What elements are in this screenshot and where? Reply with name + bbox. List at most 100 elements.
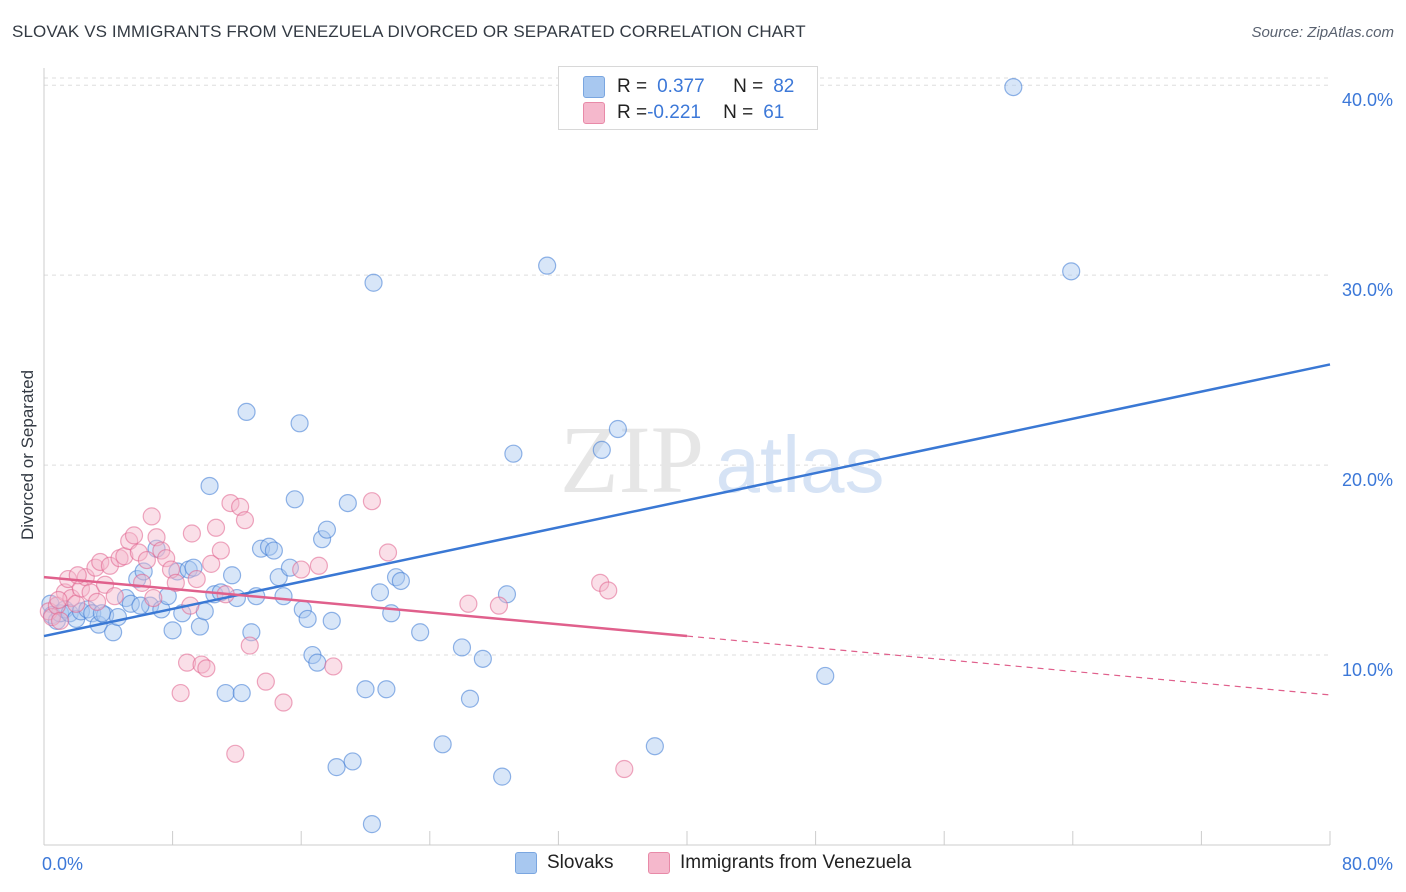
slovaks-point	[184, 558, 203, 577]
slovaks-point	[312, 530, 332, 549]
venezuela-point	[81, 583, 100, 602]
legend-row-venezuela: R = -0.221 N = 61	[583, 102, 784, 124]
slovaks-point	[134, 562, 153, 581]
venezuela-point	[166, 573, 185, 592]
slovaks-trend-line	[43, 363, 1331, 638]
slovaks-point	[242, 623, 261, 642]
legend-r-label: R =	[617, 76, 648, 97]
slovaks-point	[264, 541, 283, 560]
x-tick-label-max: 80.0%	[1342, 854, 1393, 874]
venezuela-point	[49, 590, 68, 610]
slovaks-point	[645, 737, 664, 756]
slovaks-point	[308, 653, 327, 672]
legend-n-value: 82	[773, 76, 795, 97]
venezuela-point	[91, 552, 110, 572]
venezuela-point	[292, 560, 311, 579]
source-label: Source: ZipAtlas.com	[1251, 24, 1394, 41]
venezuela-point	[124, 526, 144, 545]
venezuela-point	[489, 596, 509, 615]
slovaks-point	[592, 440, 611, 460]
slovaks-point	[1062, 262, 1081, 281]
bottom-legend-label-venezuela: Immigrants from Venezuela	[680, 852, 912, 873]
venezuela-point	[132, 573, 152, 592]
axes	[43, 68, 1331, 846]
venezuela-point	[240, 636, 259, 655]
slovaks-point	[280, 558, 300, 577]
slovaks-point	[216, 683, 235, 703]
slovaks-point	[190, 617, 210, 636]
venezuela-point	[87, 592, 107, 611]
venezuela-trend-line-dashed	[686, 635, 1331, 696]
slovaks-point	[370, 583, 390, 602]
legend-r-label: R =	[617, 102, 648, 123]
venezuela-point	[615, 759, 634, 779]
y-tick-label: 10.0%	[1342, 660, 1393, 680]
bottom-legend-label-slovaks: Slovaks	[547, 852, 614, 873]
venezuela-point	[309, 556, 328, 575]
slovaks-point	[200, 476, 219, 496]
slovaks-point	[338, 493, 357, 513]
trend-lines	[43, 363, 1331, 696]
slovaks-point	[493, 767, 512, 786]
legend-swatch-venezuela	[583, 102, 605, 124]
venezuela-point	[197, 659, 216, 678]
slovaks-point	[608, 419, 627, 439]
slovaks-point	[290, 414, 309, 433]
tick-labels: 10.0% 20.0% 30.0% 40.0% 0.0% 80.0%	[42, 90, 1393, 874]
venezuela-point	[324, 657, 343, 676]
venezuela-point	[142, 507, 161, 526]
slovaks-point	[364, 273, 383, 292]
slovaks-point	[504, 444, 523, 463]
slovaks-point	[317, 520, 337, 539]
legend-swatch-slovaks	[583, 76, 605, 98]
slovaks-point	[222, 566, 242, 585]
slovaks-point	[460, 689, 480, 708]
venezuela-point	[67, 594, 86, 613]
y-tick-label: 30.0%	[1342, 280, 1393, 300]
venezuela-point	[187, 569, 206, 589]
slovaks-point	[452, 638, 472, 657]
legend-n-label: N =	[733, 76, 764, 97]
slovaks-point	[116, 588, 136, 608]
venezuela-point	[235, 511, 255, 530]
slovaks-point	[285, 490, 304, 509]
slovaks-point	[411, 623, 430, 642]
venezuela-point	[256, 672, 275, 691]
bottom-legend-slovaks: Slovaks	[515, 852, 614, 874]
venezuela-point	[50, 611, 70, 630]
y-tick-label: 20.0%	[1342, 470, 1393, 490]
watermark-zip: ZIP	[560, 406, 704, 513]
legend-n-value: 61	[763, 102, 785, 123]
slovaks-point	[104, 623, 123, 642]
slovaks-point	[237, 402, 256, 422]
slovaks-point	[433, 735, 452, 754]
watermark: ZIP atlas	[560, 406, 884, 513]
slovaks-point	[391, 571, 410, 591]
bottom-legend-swatch-venezuela	[648, 852, 670, 874]
slovaks-point	[163, 621, 182, 640]
legend-n-label: N =	[723, 102, 754, 123]
slovaks-point	[1004, 77, 1023, 97]
venezuela-point	[274, 693, 293, 712]
slovaks-point	[232, 683, 251, 703]
slovaks-point	[274, 587, 293, 606]
chart-title: SLOVAK VS IMMIGRANTS FROM VENEZUELA DIVO…	[12, 22, 806, 41]
venezuela-point	[171, 683, 190, 703]
venezuela-point	[177, 653, 197, 672]
y-tick-label: 40.0%	[1342, 90, 1393, 110]
venezuela-point	[137, 550, 156, 570]
venezuela-point	[459, 594, 478, 613]
slovaks-point	[356, 680, 375, 699]
venezuela-point	[221, 493, 240, 513]
venezuela-point	[86, 558, 105, 577]
venezuela-point	[144, 588, 163, 608]
slovaks-point	[343, 752, 362, 771]
slovaks-point	[816, 666, 835, 686]
slovaks-point	[92, 604, 111, 623]
venezuela-trend-line	[43, 575, 688, 638]
venezuela-point	[211, 541, 230, 560]
slovaks-point	[377, 680, 396, 699]
venezuela-point	[182, 524, 201, 543]
bottom-legend-swatch-slovaks	[515, 852, 537, 874]
